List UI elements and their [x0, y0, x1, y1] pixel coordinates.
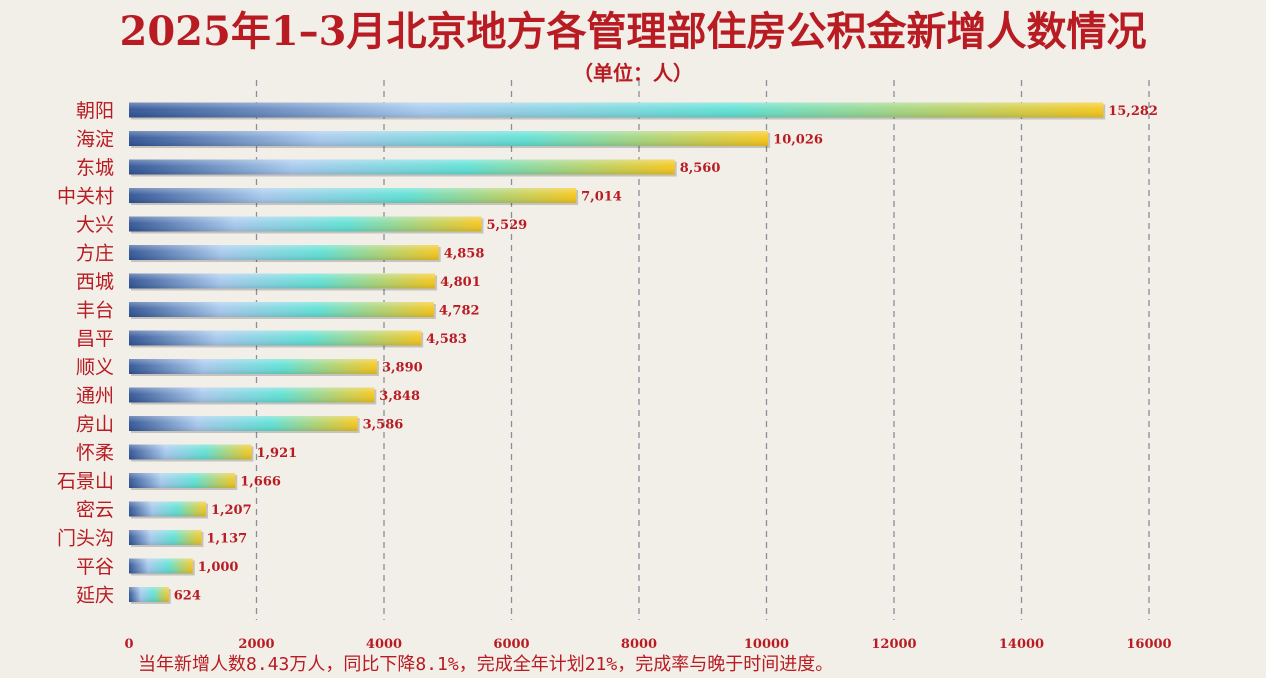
bar-shine	[129, 131, 769, 146]
value-label: 1,666	[240, 475, 281, 490]
category-label: 朝阳	[76, 100, 114, 122]
value-label: 4,801	[440, 275, 481, 290]
category-label: 通州	[76, 385, 114, 407]
bar	[129, 159, 677, 177]
bar-shine	[129, 302, 434, 317]
chart-subtitle: （单位：人）	[573, 61, 693, 85]
bar-shine	[129, 501, 206, 517]
chart-title: 2025年1–3月北京地方各管理部住房公积金新增人数情况	[119, 8, 1147, 55]
bar	[129, 558, 195, 576]
x-tick-label: 2000	[238, 637, 274, 652]
chart-footnote: 当年新增人数8.43万人，同比下降8.1%，完成全年计划21%，完成率与晚于时间…	[138, 654, 834, 675]
bar-shine	[129, 416, 358, 431]
x-tick-label: 6000	[493, 637, 529, 652]
bar	[129, 273, 438, 291]
bar-shine	[129, 558, 193, 574]
value-label: 4,858	[444, 247, 485, 262]
value-label: 1,000	[198, 560, 239, 575]
x-tick-label: 12000	[871, 637, 916, 652]
category-label: 密云	[76, 499, 114, 521]
value-label: 7,014	[581, 190, 622, 205]
category-label: 怀柔	[76, 442, 114, 464]
x-tick-label: 4000	[366, 637, 402, 652]
bar	[129, 245, 441, 262]
category-label: 昌平	[76, 328, 114, 350]
x-tick-label: 0	[124, 637, 133, 652]
bar-shine	[129, 473, 236, 488]
value-label: 10,026	[773, 133, 823, 148]
bar	[129, 216, 484, 234]
category-label: 丰台	[76, 300, 114, 322]
bar	[129, 387, 377, 405]
bar	[129, 102, 1106, 120]
value-label: 4,782	[439, 304, 480, 319]
value-label: 3,890	[382, 361, 423, 376]
bar	[129, 131, 771, 148]
value-label: 4,583	[426, 332, 467, 347]
category-label: 大兴	[76, 214, 114, 236]
bar	[129, 302, 436, 319]
bar	[129, 473, 238, 490]
x-tick-label: 10000	[744, 637, 789, 652]
value-label: 3,586	[363, 418, 404, 433]
x-tick-label: 14000	[999, 637, 1044, 652]
value-label: 3,848	[379, 389, 420, 404]
bar-shine	[129, 444, 252, 460]
bar	[129, 530, 204, 547]
bar	[129, 444, 254, 462]
category-label: 顺义	[76, 357, 114, 379]
category-label: 门头沟	[57, 528, 114, 550]
category-label: 东城	[76, 157, 114, 179]
category-label: 房山	[76, 414, 114, 436]
bar-shine	[129, 188, 577, 203]
category-label: 平谷	[76, 556, 114, 578]
bars	[129, 102, 1106, 604]
category-label: 方庄	[76, 243, 114, 265]
bar	[129, 330, 424, 348]
bar-shine	[129, 216, 482, 232]
value-label: 1,921	[256, 446, 297, 461]
bar-shine	[129, 102, 1104, 118]
category-label: 延庆	[76, 585, 114, 607]
x-tick-label: 8000	[621, 637, 657, 652]
x-axis-ticks: 0 2000 4000 6000 8000 10000 12000 14000 16000	[124, 637, 1171, 652]
bar-shine	[129, 387, 375, 403]
value-label: 8,560	[680, 161, 721, 176]
category-label: 中关村	[57, 186, 114, 208]
bar-shine	[129, 587, 169, 602]
bar-shine	[129, 245, 439, 260]
value-label: 5,529	[486, 218, 527, 233]
bar	[129, 501, 208, 519]
value-label: 624	[174, 589, 201, 604]
bar	[129, 587, 171, 604]
bar-shine	[129, 159, 675, 175]
bar	[129, 416, 360, 433]
x-tick-label: 16000	[1126, 637, 1171, 652]
bar	[129, 359, 379, 376]
category-label: 海淀	[76, 129, 114, 151]
category-label: 西城	[76, 271, 114, 293]
value-label: 1,207	[211, 503, 252, 518]
bar	[129, 188, 579, 205]
value-label: 1,137	[206, 532, 247, 547]
value-label: 15,282	[1108, 104, 1158, 119]
bar-shine	[129, 330, 422, 346]
category-label: 石景山	[57, 471, 114, 493]
bar-shine	[129, 530, 202, 545]
bar-shine	[129, 359, 377, 374]
bar-shine	[129, 273, 436, 289]
